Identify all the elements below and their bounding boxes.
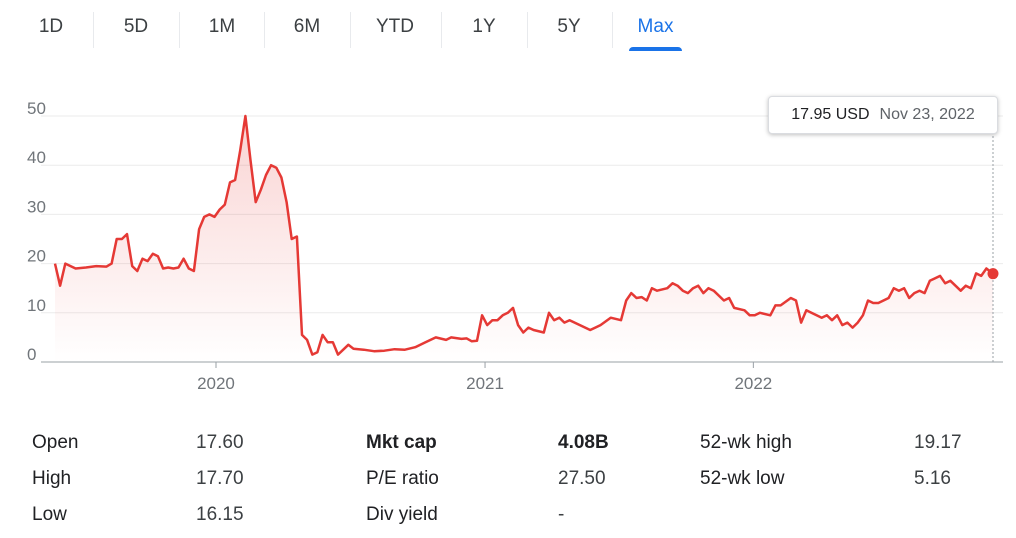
- price-area-fill: [55, 116, 993, 362]
- tab-divider: [179, 12, 180, 48]
- tab-divider: [441, 12, 442, 48]
- tab-max[interactable]: Max: [637, 16, 674, 37]
- price-tooltip: 17.95 USD Nov 23, 2022: [768, 96, 998, 134]
- tooltip-date: Nov 23, 2022: [879, 106, 975, 123]
- x-tick-label: 2020: [197, 374, 235, 393]
- x-tick-label: 2021: [466, 374, 504, 393]
- stat-label-div-yield: Div yield: [366, 504, 438, 525]
- active-tab-indicator: [629, 47, 682, 51]
- y-tick-label: 30: [27, 197, 46, 216]
- y-tick-label: 40: [27, 148, 46, 167]
- y-tick-label: 0: [27, 345, 36, 364]
- x-tick-label: 2022: [734, 374, 772, 393]
- y-axis-ticks: 0 10 20 30 40 50: [27, 99, 46, 364]
- current-price-point: [987, 268, 999, 280]
- stat-value-52wk-high: 19.17: [914, 432, 962, 453]
- y-tick-label: 50: [27, 99, 46, 118]
- stat-value-52wk-low: 5.16: [914, 468, 951, 489]
- x-axis-ticks: 2020 2021 2022: [197, 362, 772, 393]
- tab-5y[interactable]: 5Y: [557, 16, 581, 37]
- tab-divider: [350, 12, 351, 48]
- tab-divider: [264, 12, 265, 48]
- stat-value-div-yield: -: [558, 504, 565, 525]
- y-tick-label: 10: [27, 296, 46, 315]
- stat-label-52wk-high: 52-wk high: [700, 432, 792, 453]
- tab-1d[interactable]: 1D: [38, 16, 64, 37]
- stat-label-pe-ratio: P/E ratio: [366, 468, 439, 489]
- y-tick-label: 20: [27, 247, 46, 266]
- tab-5d[interactable]: 5D: [123, 16, 149, 37]
- stat-value-mkt-cap: 4.08B: [558, 432, 609, 453]
- price-line: [53, 114, 994, 356]
- tooltip-price: 17.95 USD: [791, 106, 870, 123]
- stat-label-52wk-low: 52-wk low: [700, 468, 785, 489]
- tab-ytd[interactable]: YTD: [376, 16, 414, 37]
- stat-label-high: High: [32, 468, 72, 489]
- price-chart[interactable]: 0 10 20 30 40 50 2020 2021 2022: [0, 60, 1016, 400]
- tab-divider: [527, 12, 528, 48]
- stat-value-open: 17.60: [196, 432, 244, 453]
- stat-value-pe-ratio: 27.50: [558, 468, 606, 489]
- tab-6m[interactable]: 6M: [293, 16, 321, 37]
- stat-value-low: 16.15: [196, 504, 244, 525]
- tab-1y[interactable]: 1Y: [472, 16, 496, 37]
- range-tabs: 1D 5D 1M 6M YTD 1Y 5Y Max: [0, 0, 1016, 56]
- tab-divider: [612, 12, 613, 48]
- stat-label-open: Open: [32, 432, 79, 453]
- stat-label-low: Low: [32, 504, 67, 525]
- stat-label-mkt-cap: Mkt cap: [366, 432, 437, 453]
- tab-1m[interactable]: 1M: [208, 16, 236, 37]
- stat-value-high: 17.70: [196, 468, 244, 489]
- tab-divider: [93, 12, 94, 48]
